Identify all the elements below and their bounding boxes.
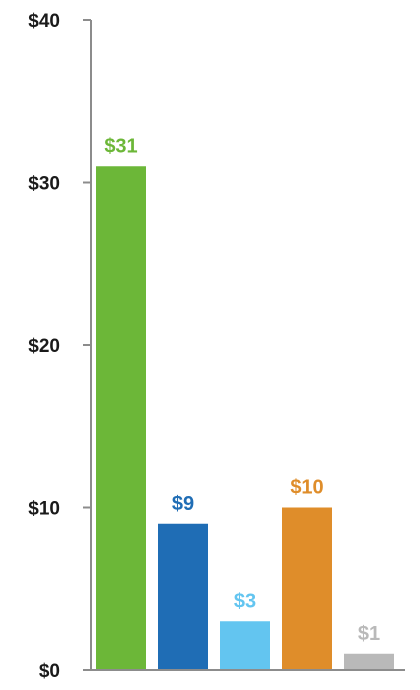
data-label-1: $31 bbox=[104, 135, 137, 157]
bar-5 bbox=[344, 653, 394, 670]
bar-2 bbox=[158, 523, 208, 670]
y-axis: $0 $10 $20 $30 $40 bbox=[28, 11, 92, 682]
y-tick-label: $40 bbox=[28, 11, 60, 32]
data-label-5: $1 bbox=[358, 623, 380, 645]
y-tick-label: $30 bbox=[28, 174, 60, 195]
bars bbox=[96, 166, 394, 670]
y-tick-label: $10 bbox=[28, 499, 60, 520]
data-label-2: $9 bbox=[172, 493, 194, 515]
bar-4 bbox=[282, 507, 332, 670]
data-label-3: $3 bbox=[234, 590, 256, 612]
y-tick-label: $20 bbox=[28, 336, 60, 357]
bar-1 bbox=[96, 166, 146, 670]
data-labels: $31 $9 $3 $10 $1 bbox=[104, 135, 380, 645]
bar-3 bbox=[220, 621, 270, 670]
y-tick-label: $0 bbox=[39, 661, 60, 682]
data-label-4: $10 bbox=[290, 477, 323, 499]
